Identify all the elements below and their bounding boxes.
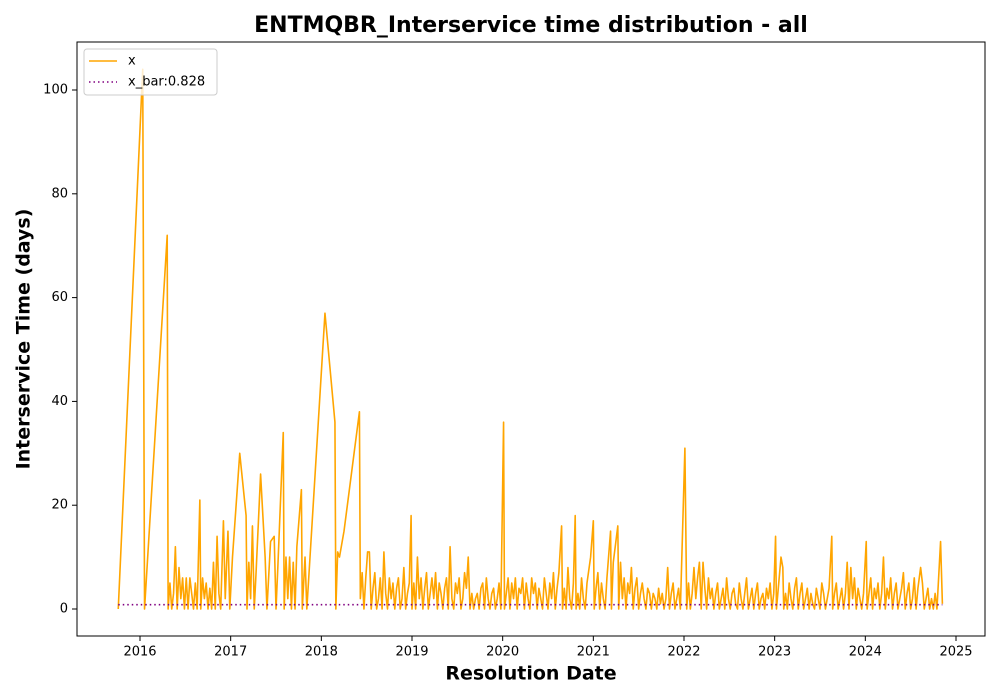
y-tick-label: 0 [60,602,68,617]
x-tick-label: 2022 [667,645,700,660]
x-tick-label: 2021 [577,645,610,660]
x-tick-label: 2016 [123,645,156,660]
x-tick-label: 2017 [214,645,247,660]
y-tick-label: 60 [51,290,68,305]
y-tick-label: 20 [51,498,68,513]
chart-title: ENTMQBR_Interservice time distribution -… [254,13,808,38]
x-tick-label: 2025 [939,645,972,660]
legend-box [83,48,218,96]
legend-label: x [128,54,136,69]
x-tick-label: 2023 [758,645,791,660]
y-tick-label: 40 [51,394,68,409]
x-axis-label: Resolution Date [445,663,616,685]
line-series [117,68,944,610]
x-tick-label: 2024 [849,645,882,660]
x-tick-label: 2018 [305,645,338,660]
legend-label: x_bar:0.828 [128,75,205,90]
y-axis-label: Interservice Time (days) [13,209,35,470]
y-tick-label: 100 [43,83,68,98]
plot-frame [76,41,986,637]
x-tick-label: 2020 [486,645,519,660]
x-tick-label: 2019 [395,645,428,660]
y-tick-label: 80 [51,186,68,201]
